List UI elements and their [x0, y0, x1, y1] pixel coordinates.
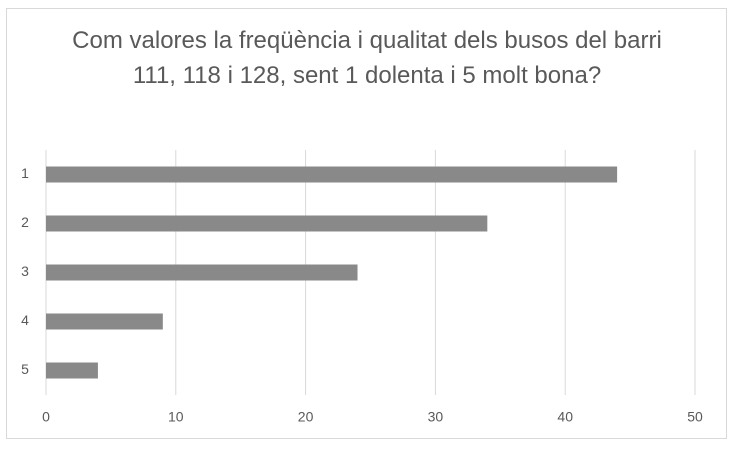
x-tick-label: 30 — [428, 409, 444, 425]
chart-title: Com valores la freqüència i qualitat del… — [72, 27, 662, 89]
bar — [46, 362, 98, 379]
y-tick-label: 3 — [21, 263, 29, 279]
y-tick-label: 1 — [21, 165, 29, 181]
bar — [46, 313, 163, 330]
y-tick-label: 5 — [21, 361, 29, 377]
x-tick-label: 20 — [298, 409, 314, 425]
chart-border — [6, 8, 727, 439]
bar — [46, 166, 618, 183]
x-tick-label: 50 — [687, 409, 703, 425]
y-tick-label: 2 — [21, 214, 29, 230]
bar — [46, 215, 488, 232]
x-tick-label: 10 — [168, 409, 184, 425]
bar — [46, 264, 358, 281]
x-tick-label: 0 — [42, 409, 50, 425]
y-tick-label: 4 — [21, 312, 29, 328]
x-tick-label: 40 — [557, 409, 573, 425]
